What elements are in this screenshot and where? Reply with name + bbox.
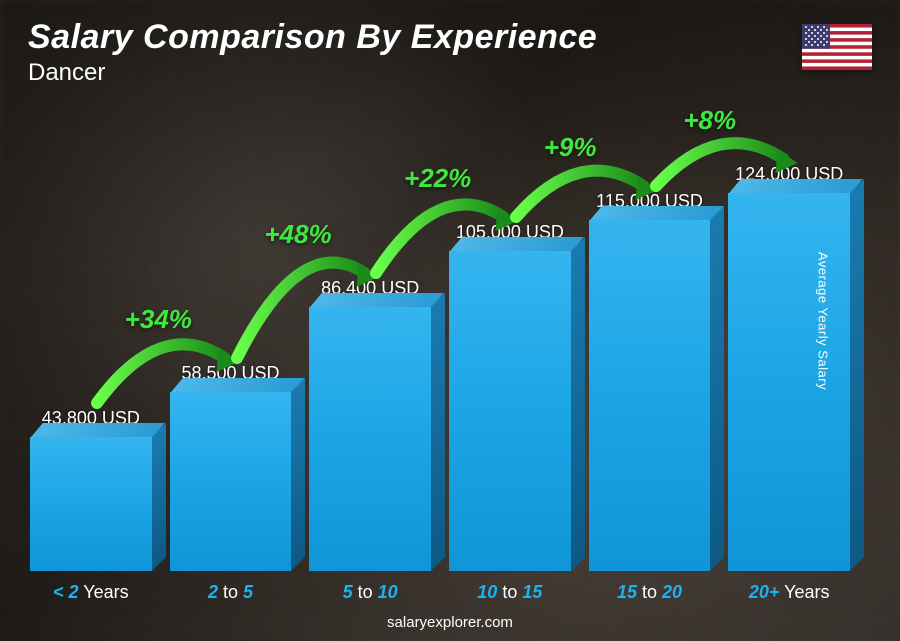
bar-category-label: 15 to 20 [617, 582, 682, 603]
footer-attribution: salaryexplorer.com [0, 614, 900, 631]
increase-percent-text: +9% [544, 132, 597, 163]
bar [728, 193, 850, 571]
bar [30, 437, 152, 571]
bar-category-label: 5 to 10 [343, 582, 398, 603]
header: Salary Comparison By Experience Dancer [28, 18, 597, 87]
bar-category-label: < 2 Years [53, 582, 129, 603]
bar-side-face [850, 179, 864, 571]
bar-category-label: 2 to 5 [208, 582, 253, 603]
bar-front-face [30, 437, 152, 571]
bar-side-face [431, 293, 445, 571]
bar-side-face [291, 378, 305, 571]
increase-percent: +48% [264, 219, 331, 250]
increase-percent: +22% [404, 163, 471, 194]
page-subtitle: Dancer [28, 59, 597, 87]
bar-front-face [589, 220, 711, 571]
yaxis-label: Average Yearly Salary [815, 251, 830, 389]
bar-side-face [571, 237, 585, 571]
page-title: Salary Comparison By Experience [28, 18, 597, 57]
increase-percent: +8% [683, 105, 736, 136]
increase-percent: +9% [544, 132, 597, 163]
bar-front-face [728, 193, 850, 571]
increase-percent-text: +8% [683, 105, 736, 136]
flag-icon [802, 24, 872, 70]
increase-percent: +34% [125, 304, 192, 335]
bar-category-label: 20+ Years [749, 582, 830, 603]
bar [589, 220, 711, 571]
salary-chart: 43,800 USD< 2 Years58,500 USD2 to 586,40… [30, 110, 850, 571]
bar-category-label: 10 to 15 [477, 582, 542, 603]
increase-percent-text: +48% [264, 219, 331, 250]
increase-percent-text: +22% [404, 163, 471, 194]
bar-side-face [710, 206, 724, 571]
increase-percent-text: +34% [125, 304, 192, 335]
bar-side-face [152, 423, 166, 571]
